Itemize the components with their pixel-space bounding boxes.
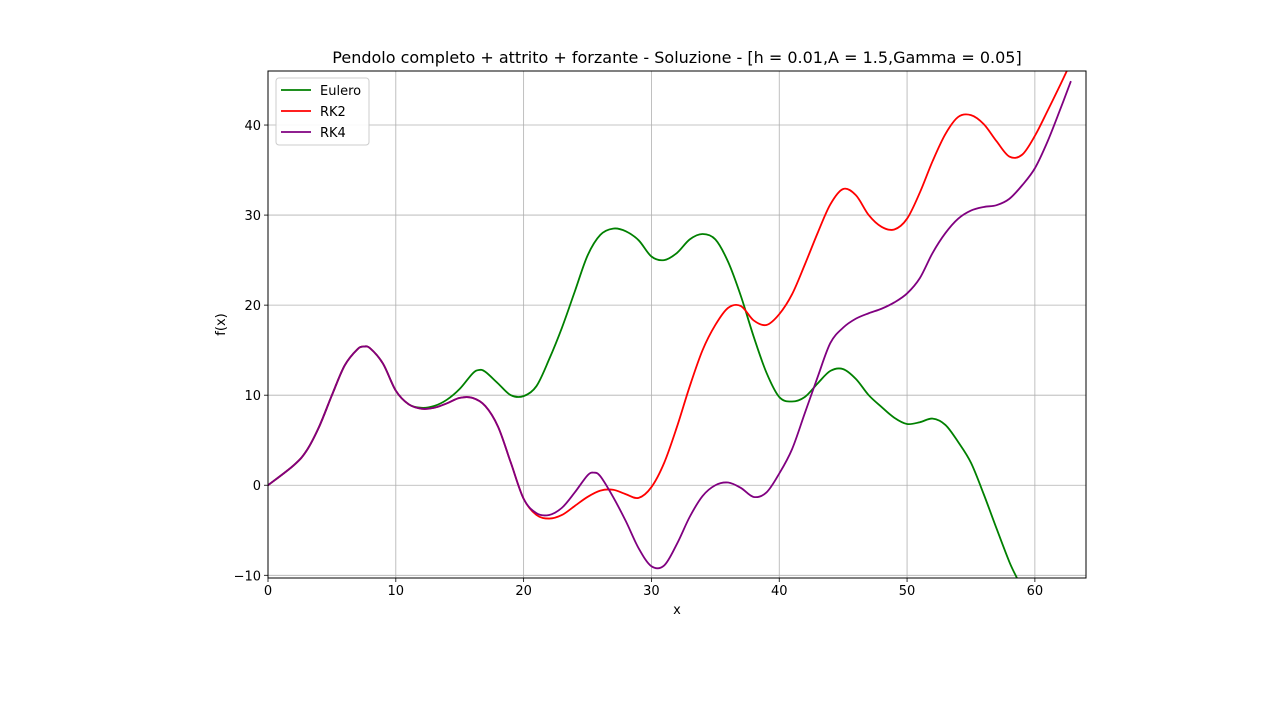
y-tick-label: 0 bbox=[253, 479, 261, 494]
y-axis-label: f(x) bbox=[214, 313, 229, 335]
x-tick-label: 30 bbox=[643, 584, 660, 599]
axes-frame bbox=[267, 70, 1087, 579]
grid bbox=[267, 71, 1086, 578]
legend-label-rk4: RK4 bbox=[320, 126, 346, 141]
x-tick-label: 20 bbox=[515, 584, 532, 599]
series-lines bbox=[268, 71, 1072, 578]
y-tick-label: 20 bbox=[244, 299, 261, 314]
x-tick-label: 60 bbox=[1027, 584, 1044, 599]
x-tick-label: 0 bbox=[264, 584, 272, 599]
series-line-rk4 bbox=[268, 80, 1072, 570]
legend-label-eulero: Eulero bbox=[320, 84, 361, 99]
x-tick-label: 10 bbox=[388, 584, 405, 599]
legend-box bbox=[275, 77, 370, 146]
y-tick-label: 40 bbox=[244, 119, 261, 134]
legend-label-rk2: RK2 bbox=[320, 105, 346, 120]
x-axis-label: x bbox=[673, 603, 681, 618]
x-tick-label: 50 bbox=[899, 584, 916, 599]
y-tick-label: −10 bbox=[234, 569, 261, 584]
y-tick-label: 30 bbox=[244, 209, 261, 224]
y-tick-label: 10 bbox=[244, 389, 261, 404]
chart-title: Pendolo completo + attrito + forzante - … bbox=[332, 48, 1021, 67]
x-tick-label: 40 bbox=[771, 584, 788, 599]
legend: Eulero RK2 RK4 bbox=[275, 77, 370, 146]
